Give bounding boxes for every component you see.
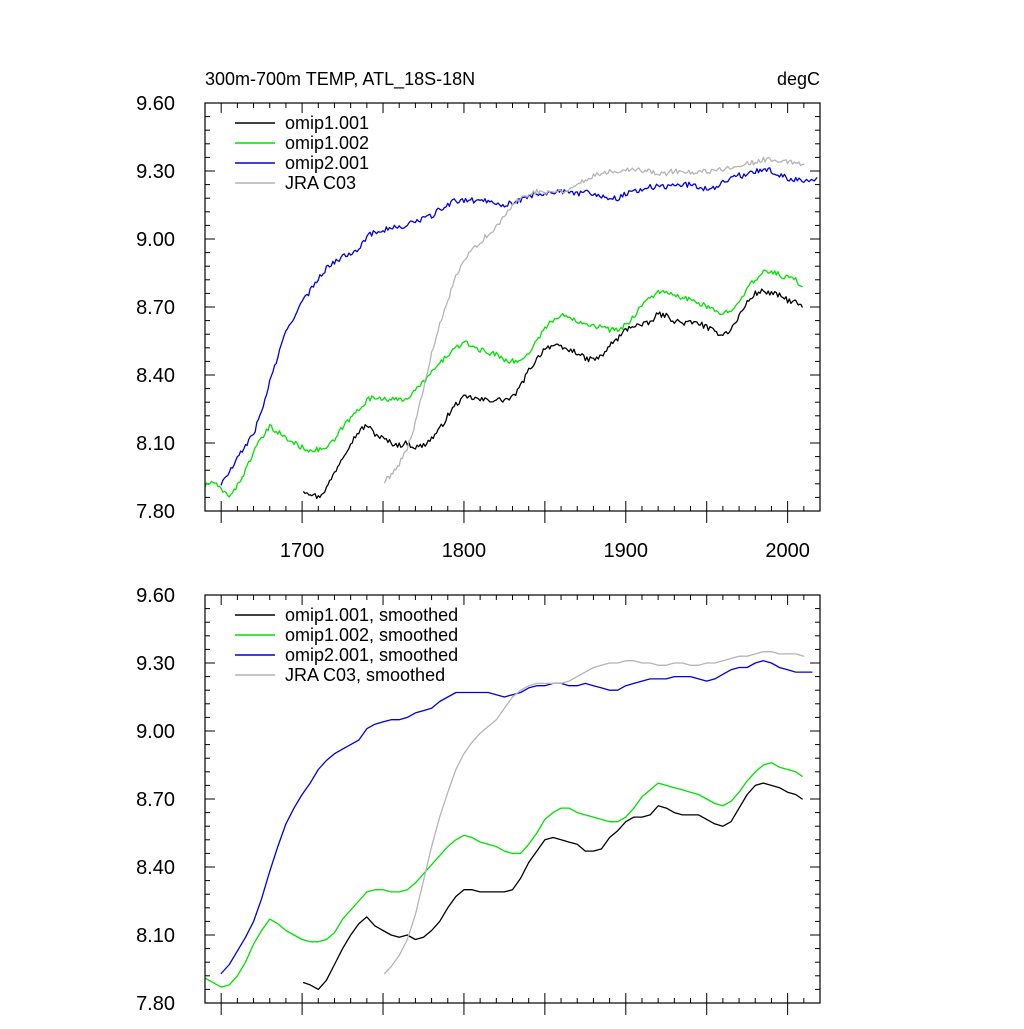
chart-units-label: degC: [777, 69, 820, 89]
y-tick-label: 9.30: [136, 653, 175, 675]
series-line-jra-c03-smoothed: [383, 651, 805, 975]
legend-label: JRA C03: [285, 173, 356, 193]
legend-label: JRA C03, smoothed: [285, 665, 445, 685]
plot-frame: [204, 102, 821, 512]
series-line-omip1-001-smoothed: [303, 782, 803, 991]
chart-title: 300m-700m TEMP, ATL_18S-18N: [205, 69, 475, 90]
series-line-jra-c03: [383, 156, 805, 484]
series-group: [205, 651, 813, 991]
y-tick-label: 7.80: [136, 501, 175, 523]
y-tick-label: 9.30: [136, 161, 175, 183]
x-tick-label: 2000: [765, 540, 810, 562]
x-tick-label: 1700: [280, 540, 325, 562]
y-tick-label: 9.00: [136, 721, 175, 743]
legend-label: omip1.001, smoothed: [285, 605, 458, 625]
y-tick-label: 8.10: [136, 433, 175, 455]
y-tick-label: 9.60: [136, 585, 175, 607]
y-tick-label: 9.00: [136, 229, 175, 251]
x-tick-label: 1800: [442, 540, 487, 562]
legend-label: omip1.002, smoothed: [285, 625, 458, 645]
series-line-omip2-001: [220, 167, 818, 486]
legend-label: omip2.001, smoothed: [285, 645, 458, 665]
plot-frame: [204, 594, 821, 1004]
legend-label: omip1.001: [285, 113, 369, 133]
series-line-omip1-001: [303, 288, 803, 500]
series-group: [205, 156, 818, 500]
legend-label: omip2.001: [285, 153, 369, 173]
y-tick-label: 7.80: [136, 993, 175, 1015]
y-tick-label: 9.60: [136, 93, 175, 115]
chart-panel-1: 300m-700m TEMP, ATL_18S-18N degC 7.80 8.10 8…: [136, 69, 821, 562]
x-tick-label: 1900: [604, 540, 649, 562]
y-tick-label: 8.10: [136, 925, 175, 947]
y-tick-label: 8.70: [136, 297, 175, 319]
chart-panel-2: 7.80 8.10 8.40 8.70 9.00 9.30 9.60 omip1.001, s…: [136, 585, 821, 1015]
y-tick-label: 8.40: [136, 857, 175, 879]
series-line-omip1-002: [205, 269, 803, 498]
y-tick-label: 8.70: [136, 789, 175, 811]
y-tick-label: 8.40: [136, 365, 175, 387]
legend-label: omip1.002: [285, 133, 369, 153]
series-line-omip2-001-smoothed: [220, 660, 813, 975]
series-line-omip1-002-smoothed: [205, 762, 803, 988]
